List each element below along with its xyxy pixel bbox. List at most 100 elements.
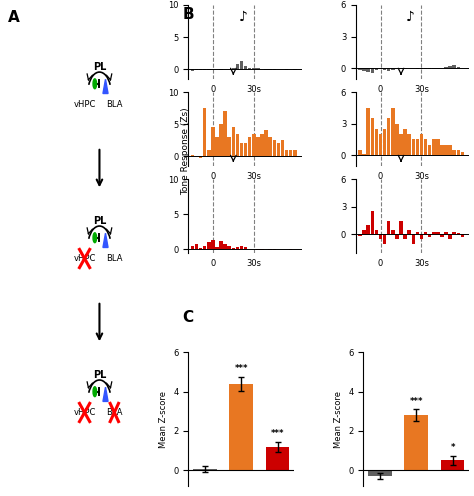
Bar [256, 137, 260, 156]
Bar [211, 240, 215, 249]
Text: PL: PL [93, 216, 106, 226]
Bar [240, 246, 243, 249]
Text: ***: *** [235, 364, 248, 373]
Bar [228, 137, 231, 156]
Bar [256, 249, 260, 250]
Bar [273, 249, 276, 250]
Text: Tone Response (Zs): Tone Response (Zs) [182, 108, 190, 195]
Polygon shape [103, 387, 108, 401]
Bar [248, 137, 252, 156]
Bar [461, 235, 464, 237]
Bar [244, 247, 247, 249]
Bar [416, 232, 419, 235]
Bar [203, 246, 206, 249]
Bar [215, 247, 219, 249]
Bar [268, 69, 272, 70]
Bar [268, 137, 272, 156]
Bar [236, 64, 239, 69]
Bar [391, 108, 394, 155]
Bar [244, 143, 247, 156]
Bar [448, 66, 452, 68]
Bar [358, 150, 362, 155]
Bar [191, 246, 194, 249]
Text: vHPC: vHPC [73, 100, 96, 109]
Bar [371, 119, 374, 155]
Bar [260, 249, 264, 250]
Text: vHPC: vHPC [73, 254, 96, 263]
Bar [273, 69, 276, 70]
Bar [379, 68, 383, 69]
Bar [448, 145, 452, 155]
Bar [403, 129, 407, 155]
Bar [203, 69, 206, 70]
Bar [399, 134, 403, 155]
Bar [232, 127, 235, 156]
Bar [444, 145, 448, 155]
Bar [383, 68, 386, 70]
Bar [252, 134, 255, 156]
Circle shape [93, 387, 97, 397]
Bar [368, 470, 392, 476]
Bar [408, 230, 411, 235]
Bar [236, 134, 239, 156]
Bar [374, 68, 378, 70]
Bar [436, 232, 439, 235]
Bar [395, 124, 399, 155]
Bar [277, 143, 280, 156]
Bar [424, 68, 428, 69]
Bar [191, 155, 194, 156]
Bar [232, 68, 235, 69]
Bar [293, 69, 297, 70]
Bar [363, 68, 366, 71]
Bar [416, 139, 419, 155]
Bar [374, 129, 378, 155]
Bar [363, 230, 366, 235]
Bar [193, 469, 217, 470]
Bar [456, 67, 460, 68]
Bar [244, 66, 247, 69]
Bar [379, 134, 383, 155]
Bar [268, 249, 272, 250]
Bar [453, 150, 456, 155]
Bar [371, 211, 374, 235]
Bar [453, 65, 456, 68]
Bar [264, 69, 268, 70]
Bar [440, 145, 444, 155]
Bar [289, 150, 292, 156]
Bar [432, 139, 436, 155]
Bar [236, 247, 239, 249]
Bar [289, 249, 292, 250]
Circle shape [93, 79, 97, 89]
Bar [363, 154, 366, 155]
Polygon shape [103, 79, 108, 94]
Text: ***: *** [271, 429, 284, 438]
Bar [428, 145, 431, 155]
Bar [419, 235, 423, 239]
Bar [228, 246, 231, 249]
Text: ♪: ♪ [238, 9, 247, 23]
Circle shape [93, 233, 97, 243]
Bar [195, 69, 198, 70]
Bar [419, 134, 423, 155]
Bar [391, 230, 394, 235]
Y-axis label: Mean Z-score: Mean Z-score [334, 390, 343, 447]
Bar [260, 134, 264, 156]
Text: vHPC: vHPC [73, 408, 96, 417]
Text: PL: PL [93, 370, 106, 380]
Bar [404, 415, 428, 470]
Bar [219, 241, 223, 249]
Bar [403, 235, 407, 239]
Bar [387, 68, 391, 71]
Bar [223, 111, 227, 156]
Bar [264, 130, 268, 156]
Bar [444, 232, 448, 235]
Bar [424, 232, 428, 235]
Bar [240, 143, 243, 156]
Y-axis label: Mean Z-score: Mean Z-score [159, 390, 168, 447]
Bar [448, 235, 452, 239]
Bar [252, 68, 255, 69]
Bar [440, 235, 444, 237]
Bar [366, 225, 370, 235]
Bar [411, 139, 415, 155]
Bar [248, 248, 252, 249]
